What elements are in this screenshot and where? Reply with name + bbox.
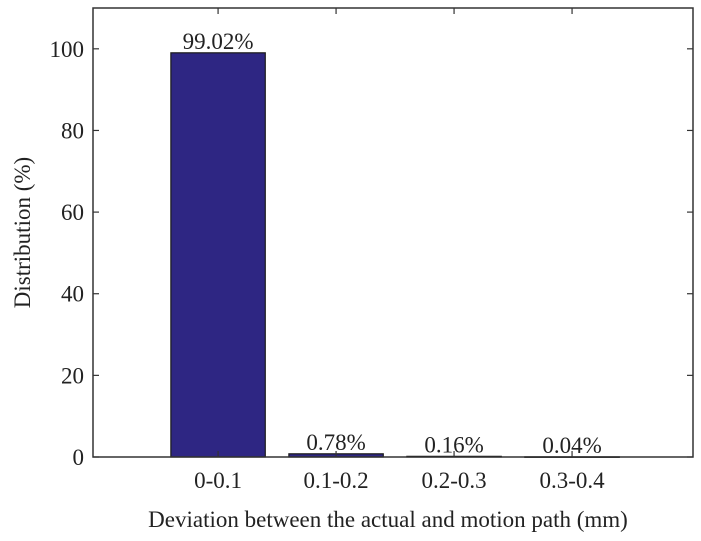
bars-group <box>170 52 620 458</box>
y-axis-label: Distribution (%) <box>10 157 35 308</box>
y-tick-label: 80 <box>61 118 84 143</box>
x-tick-label: 0-0.1 <box>194 468 242 493</box>
data-labels-group: 99.02% 0.78% 0.16% 0.04% <box>183 29 602 458</box>
x-axis-label: Deviation between the actual and motion … <box>148 507 628 532</box>
x-tick-label: 0.3-0.4 <box>539 468 605 493</box>
x-tick-label: 0.2-0.3 <box>421 468 486 493</box>
data-label-0.3-0.4: 0.04% <box>542 433 601 458</box>
axis-ticks-group: 0-0.1 0.1-0.2 0.2-0.3 0.3-0.4 0 20 40 60 80 100 <box>50 8 693 493</box>
y-tick-label: 40 <box>61 282 84 307</box>
plot-frame <box>92 7 694 458</box>
bar-0-0.1 <box>170 52 266 458</box>
x-tick-label: 0.1-0.2 <box>303 468 368 493</box>
y-tick-label: 60 <box>61 200 84 225</box>
y-tick-label: 20 <box>61 363 84 388</box>
data-label-0-0.1: 99.02% <box>183 29 254 54</box>
y-tick-label: 0 <box>73 445 85 470</box>
y-tick-label: 100 <box>50 37 85 62</box>
data-label-0.2-0.3: 0.16% <box>424 432 483 457</box>
data-label-0.1-0.2: 0.78% <box>306 430 365 455</box>
